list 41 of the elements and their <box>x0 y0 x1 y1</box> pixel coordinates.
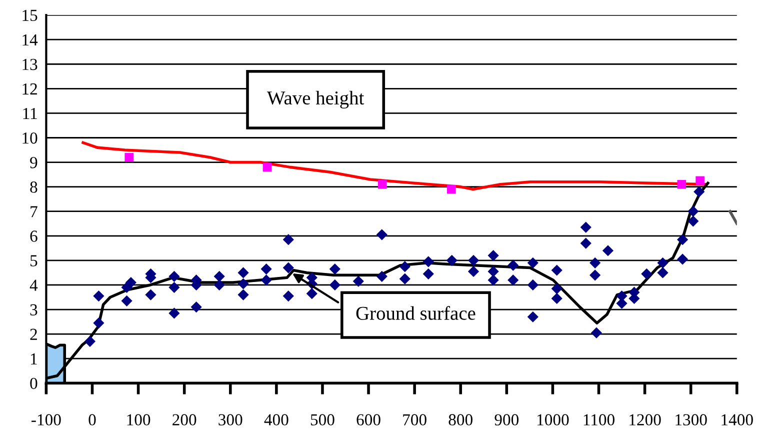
x-tick-label: 200 <box>172 414 196 426</box>
point <box>124 152 134 162</box>
x-tick-label: 600 <box>356 414 380 426</box>
y-tick-label: 12 <box>22 83 37 94</box>
point <box>447 184 456 194</box>
x-tick-label: 1200 <box>630 414 661 426</box>
x-tick-label: 500 <box>310 414 334 426</box>
y-tick-label: 15 <box>22 10 38 21</box>
y-tick-label: 0 <box>30 378 38 390</box>
point <box>262 162 272 172</box>
y-tick-label: 10 <box>22 132 38 144</box>
line-series <box>82 141 708 191</box>
y-tick-label: 9 <box>30 157 38 168</box>
y-tick-label: 7 <box>30 206 38 218</box>
point <box>378 180 387 189</box>
y-tick-label: 14 <box>22 34 38 46</box>
point <box>696 176 704 186</box>
annotation: Ground surface <box>356 306 476 320</box>
x-tick-label: -100 <box>32 414 61 426</box>
x-tick-label: 0 <box>88 414 96 426</box>
y-tick-label: 8 <box>30 182 38 193</box>
x-tick-label: 400 <box>264 414 288 426</box>
y-tick-label: 13 <box>22 58 38 70</box>
point <box>677 180 686 189</box>
y-tick-label: 4 <box>30 280 38 291</box>
y-tick-label: 1 <box>31 353 37 364</box>
x-tick-label: 100 <box>127 414 150 426</box>
x-tick-label: 700 <box>403 414 426 426</box>
x-tick-label: 1400 <box>722 414 753 426</box>
x-tick-label: 1100 <box>584 414 614 426</box>
y-tick-label: 5 <box>30 255 38 266</box>
y-tick-label: 3 <box>30 304 38 316</box>
y-tick-label: 6 <box>30 230 38 242</box>
x-tick-label: 300 <box>218 414 242 426</box>
x-tick-label: 1000 <box>538 414 569 426</box>
x-tick-label: 800 <box>448 414 472 426</box>
y-tick-label: 2 <box>30 328 37 340</box>
x-tick-label: 900 <box>494 414 519 426</box>
y-tick-label: 11 <box>23 108 37 119</box>
x-tick-label: 1300 <box>676 414 707 426</box>
annotation: Wave height <box>266 90 364 109</box>
